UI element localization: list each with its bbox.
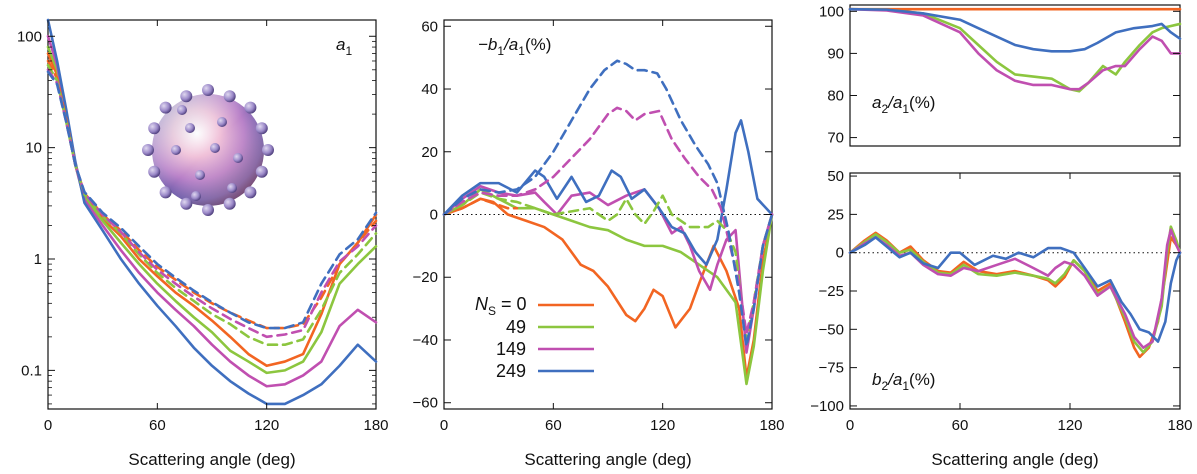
sphere-bump xyxy=(177,105,187,115)
sphere-bump xyxy=(217,117,227,127)
sphere-bump xyxy=(255,122,268,135)
panel-b1-ytick-label: 20 xyxy=(421,144,438,161)
panel-b1-series-ns149-dash xyxy=(442,106,774,336)
panel-b2-ytick-label: −50 xyxy=(819,321,844,338)
sphere-bump xyxy=(191,191,201,201)
legend-label-ns149: 149 xyxy=(496,339,526,359)
panel-b1-xtick-label: 0 xyxy=(440,417,448,434)
panel-a1-xtick-label: 180 xyxy=(363,417,388,434)
panel-b2-series-ns249-solid xyxy=(848,236,1182,343)
panel-a1-xlabel: Scattering angle (deg) xyxy=(128,450,295,469)
panel-b2-series-ns49-solid xyxy=(848,225,1182,354)
sphere-bump xyxy=(244,101,257,114)
panel-b1-xtick-label: 60 xyxy=(545,417,562,434)
panel-b1-series-ns49-solid xyxy=(442,188,774,386)
panel-a1-xtick-label: 120 xyxy=(254,417,279,434)
sphere-bump xyxy=(255,165,268,178)
panel-a2-title: a2/a1(%) xyxy=(872,93,935,116)
sphere-bump xyxy=(233,153,243,163)
panel-a1-xtick-label: 0 xyxy=(44,417,52,434)
panel-b1-xtick-label: 120 xyxy=(650,417,675,434)
panel-a2-ytick-label: 90 xyxy=(827,45,844,62)
panel-b2-xtick-label: 60 xyxy=(952,417,969,434)
sphere-bump xyxy=(262,144,274,156)
sphere-bump xyxy=(195,170,205,180)
panel-b1-xlabel: Scattering angle (deg) xyxy=(524,450,691,469)
sphere-bump xyxy=(244,186,257,199)
panel-b2-ytick-label: 25 xyxy=(827,206,844,223)
panel-a2-ytick-label: 100 xyxy=(819,3,844,20)
panel-b1-ytick-label: 60 xyxy=(421,18,438,35)
panel-b2-ytick-label: −25 xyxy=(819,283,844,300)
panel-a1-series-ns249-dash xyxy=(46,70,378,330)
panel-b2-ytick-label: 0 xyxy=(836,245,844,262)
sphere-bump xyxy=(159,101,172,114)
sphere-bump xyxy=(202,84,214,96)
sphere-bump xyxy=(142,144,154,156)
panel-b1-ytick-label: −20 xyxy=(413,269,438,286)
panel-b1-title: −b1/a1(%) xyxy=(478,35,551,58)
sphere-bump xyxy=(223,90,236,103)
panel-b2-ytick-label: −75 xyxy=(819,360,844,377)
panel-a2-series-ns49-solid xyxy=(848,7,1182,93)
legend-label-ns249: 249 xyxy=(496,361,526,381)
panel-a1-title: a1 xyxy=(336,35,352,58)
panel-b1-ytick-label: 0 xyxy=(430,207,438,224)
sphere-bump xyxy=(210,143,220,153)
panel-b1-ytick-label: −40 xyxy=(413,332,438,349)
panel-a2-ytick-label: 80 xyxy=(827,87,844,104)
panel-a2-frame xyxy=(849,4,1181,147)
sphere-illustration xyxy=(142,84,274,216)
panel-b2-xtick-label: 0 xyxy=(846,417,854,434)
panel-a1-ytick-label: 10 xyxy=(25,140,42,157)
panel-b2-title: b2/a1(%) xyxy=(872,370,935,393)
panel-b1-series-ns0-dash xyxy=(442,197,519,216)
legend: NS = 0 49 149 249 xyxy=(475,294,594,381)
panel-a2-series-ns249-solid xyxy=(848,7,1182,53)
panel-b2-ytick-label: −100 xyxy=(810,398,844,415)
panel-a1-xtick-label: 60 xyxy=(149,417,166,434)
sphere-bump xyxy=(202,204,214,216)
sphere-bump xyxy=(148,122,161,135)
panel-b2-xlabel: Scattering angle (deg) xyxy=(931,450,1098,469)
panel-b2-ytick-label: 50 xyxy=(827,168,844,185)
panel-b2-xtick-label: 180 xyxy=(1167,417,1192,434)
sphere-bump xyxy=(171,145,181,155)
sphere-bump xyxy=(227,183,237,193)
sphere-bump xyxy=(223,197,236,210)
panel-b1-ytick-label: 40 xyxy=(421,81,438,98)
panel-b2-series-ns149-solid xyxy=(848,228,1182,349)
sphere-bump xyxy=(159,186,172,199)
panel-a2-ytick-label: 70 xyxy=(827,130,844,147)
sphere-bump xyxy=(185,123,195,133)
panel-a1-ytick-label: 0.1 xyxy=(21,362,42,379)
sphere-bump xyxy=(180,90,193,103)
panel-b1-series-ns249-dash xyxy=(442,59,774,348)
panel-a1-ytick-label: 100 xyxy=(17,28,42,45)
panel-b1-xtick-label: 180 xyxy=(759,417,784,434)
panel-b1-ytick-label: −60 xyxy=(413,395,438,412)
panel-a2-series-ns149-solid xyxy=(848,7,1182,91)
sphere-bump xyxy=(180,197,193,210)
sphere-bump xyxy=(148,165,161,178)
panel-a1-ytick-label: 1 xyxy=(34,251,42,268)
panel-b1-series-ns249-solid xyxy=(442,119,774,266)
legend-title: NS = 0 xyxy=(475,294,527,318)
panel-b1-series-ns0-solid xyxy=(442,197,774,379)
panel-b2-xtick-label: 120 xyxy=(1057,417,1082,434)
legend-label-ns49: 49 xyxy=(506,317,526,337)
